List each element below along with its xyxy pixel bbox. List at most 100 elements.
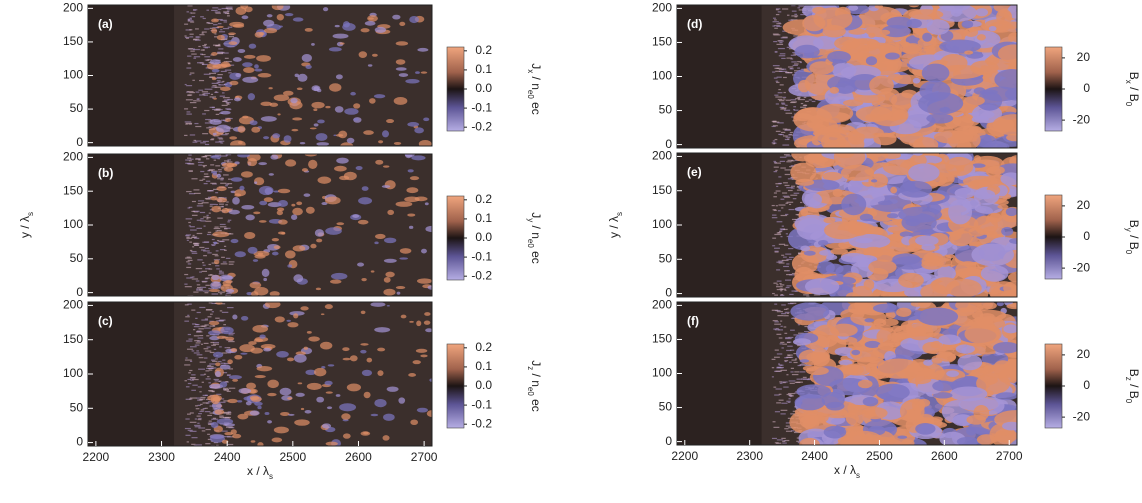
texture [393, 97, 408, 105]
texture [202, 264, 206, 266]
texture [771, 437, 777, 440]
texture [263, 197, 274, 202]
texture [976, 434, 996, 445]
texture [783, 196, 791, 198]
texture [200, 218, 204, 220]
texture [793, 106, 797, 108]
texture [794, 16, 798, 18]
texture [777, 98, 783, 101]
texture [197, 422, 200, 424]
texture [868, 259, 897, 275]
texture [339, 42, 345, 45]
texture [278, 219, 288, 225]
texture [774, 94, 779, 96]
texture [218, 401, 226, 403]
texture [194, 426, 201, 428]
texture [803, 96, 807, 99]
texture [238, 388, 252, 394]
texture [202, 281, 207, 283]
texture [786, 285, 792, 287]
texture [219, 249, 226, 251]
texture [296, 201, 303, 206]
y-tick-label: 150 [63, 34, 83, 48]
texture [772, 292, 775, 295]
texture [203, 173, 209, 175]
texture [218, 206, 224, 208]
y-tick-label: 100 [652, 69, 672, 83]
texture [775, 103, 779, 105]
texture [823, 217, 836, 224]
texture [311, 101, 325, 109]
texture [393, 141, 402, 145]
texture [217, 51, 223, 53]
texture [196, 232, 203, 235]
texture [316, 396, 325, 403]
texture [191, 12, 196, 14]
texture [777, 122, 780, 124]
texture [203, 342, 209, 344]
colorbar [446, 195, 465, 281]
texture [776, 269, 781, 271]
texture [223, 21, 228, 23]
texture [220, 326, 234, 335]
texture [873, 132, 897, 146]
texture [304, 154, 318, 157]
texture [206, 233, 211, 236]
texture [395, 41, 409, 46]
texture [257, 405, 262, 410]
texture [282, 90, 294, 96]
texture [287, 264, 293, 268]
texture [225, 7, 233, 10]
texture [228, 32, 236, 35]
texture [773, 426, 780, 428]
texture [786, 354, 793, 356]
label-part: y / λ [18, 216, 32, 238]
label-part: / B [1127, 84, 1141, 102]
texture [190, 21, 195, 23]
texture [796, 96, 801, 98]
texture [882, 153, 901, 159]
texture [802, 378, 810, 380]
texture [226, 60, 232, 63]
texture [204, 324, 209, 326]
texture [211, 311, 214, 313]
texture [228, 332, 235, 334]
texture [806, 364, 813, 366]
texture [215, 192, 219, 194]
texture [201, 270, 208, 272]
texture [203, 255, 207, 257]
texture [787, 66, 794, 68]
texture [790, 54, 797, 56]
texture [187, 55, 192, 57]
texture [184, 108, 189, 110]
texture [787, 270, 790, 272]
texture [424, 202, 429, 206]
texture [800, 102, 804, 105]
texture [223, 400, 230, 402]
texture [268, 173, 274, 176]
texture [203, 357, 208, 359]
texture [772, 421, 776, 423]
texture [199, 179, 204, 181]
texture [187, 314, 190, 316]
texture [277, 188, 291, 194]
texture [224, 416, 231, 419]
texture [292, 245, 306, 252]
texture [781, 225, 784, 227]
y-tick-label: 0 [665, 137, 672, 151]
label-part: x [526, 69, 535, 73]
texture [258, 220, 267, 223]
texture [221, 167, 228, 169]
texture [813, 7, 853, 31]
texture [193, 444, 197, 446]
texture [243, 67, 255, 73]
texture [217, 73, 223, 76]
texture [243, 54, 256, 59]
texture [206, 346, 211, 348]
colorbar-tick-label: 0 [1083, 378, 1090, 392]
texture [772, 65, 780, 67]
texture [912, 77, 921, 84]
texture [263, 19, 275, 27]
texture [857, 379, 873, 389]
texture [211, 205, 222, 213]
